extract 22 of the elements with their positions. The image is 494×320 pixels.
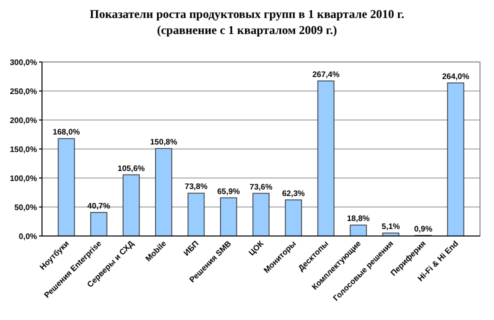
y-tick-label: 250,0% [10, 87, 37, 96]
data-label: 0,9% [414, 224, 432, 234]
y-tick-label: 100,0% [10, 174, 37, 183]
data-label: 168,0% [52, 128, 80, 137]
data-label: 267,4% [312, 70, 340, 79]
data-label: 5,1% [382, 222, 400, 232]
y-tick-label: 200,0% [10, 116, 37, 125]
y-tick-label: 150,0% [10, 145, 37, 154]
data-label: 73,8% [184, 182, 208, 192]
data-label: 105,6% [118, 164, 145, 173]
data-label: 264,0% [442, 72, 470, 81]
data-label: 65,9% [217, 186, 240, 196]
data-label: 40,7% [87, 201, 110, 210]
y-tick-label: 50,0% [14, 203, 37, 212]
data-label: 62,3% [282, 188, 305, 198]
data-label: 73,6% [250, 182, 272, 192]
y-tick-label: 0,0% [18, 232, 37, 241]
data-label: 18,8% [346, 214, 370, 224]
chart-title: Показатели роста продуктовых групп в 1 квартале 2010 г. [90, 7, 404, 21]
y-tick-label: 300,0% [10, 58, 37, 67]
chart-subtitle: (сравнение с 1 кварталом 2009 г.) [156, 23, 338, 37]
data-label: 150,8% [150, 138, 178, 147]
